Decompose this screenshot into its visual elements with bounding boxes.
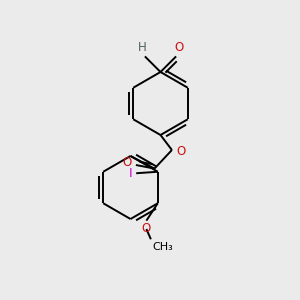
Text: O: O <box>122 156 132 170</box>
Text: CH₃: CH₃ <box>152 242 173 252</box>
Text: O: O <box>141 222 150 235</box>
Text: O: O <box>176 145 185 158</box>
Text: O: O <box>175 41 184 54</box>
Text: I: I <box>129 167 133 180</box>
Text: H: H <box>138 41 147 54</box>
